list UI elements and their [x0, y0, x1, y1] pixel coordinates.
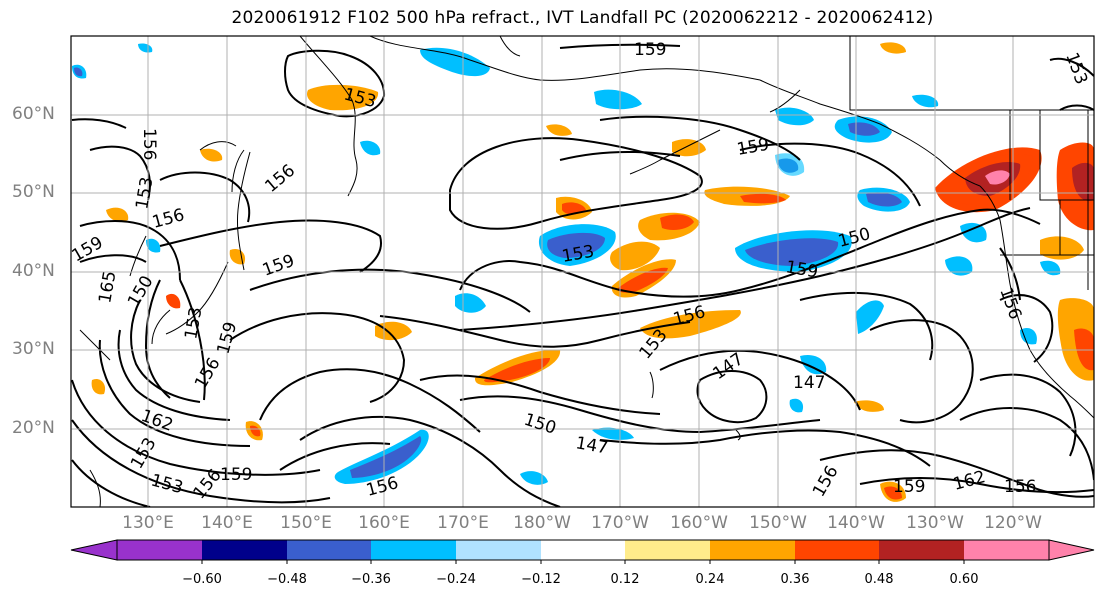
lon-label: 130°E [122, 513, 174, 533]
lat-label: 50°N [12, 182, 55, 202]
contour-label: 159 [634, 40, 666, 60]
lat-label: 30°N [12, 339, 55, 359]
colorbar-tick-label: −0.12 [521, 572, 561, 587]
colorbar-bin [117, 540, 202, 560]
contour-label: 159 [220, 465, 252, 485]
colorbar-bin [879, 540, 964, 560]
colorbar-tick-label: −0.24 [436, 572, 476, 587]
colorbar-bin [625, 540, 710, 560]
graticule [71, 36, 1094, 507]
colorbar-tick-label: 0.48 [864, 572, 894, 587]
map-frame [70, 35, 1095, 508]
colorbar-bin [541, 540, 626, 560]
lon-label: 170°E [437, 513, 489, 533]
contour-label: 147 [793, 373, 825, 393]
colorbar [70, 539, 1095, 564]
lon-label: 130°W [906, 513, 964, 533]
lon-label: 160°E [358, 513, 410, 533]
colorbar-bin [964, 540, 1049, 560]
colorbar-bin [202, 540, 287, 560]
map-title: 2020061912 F102 500 hPa refract., IVT La… [231, 8, 934, 28]
lon-label: 150°W [749, 513, 807, 533]
colorbar-tick-label: 0.24 [695, 572, 725, 587]
colorbar-bin [710, 540, 795, 560]
contour-labels: 159 153 156 156 153 156 159 150 165 153 … [71, 40, 1091, 503]
colorbar-tick-label: 0.12 [610, 572, 640, 587]
lon-label: 170°W [591, 513, 649, 533]
lat-label: 20°N [12, 418, 55, 438]
colorbar-tick-label: −0.36 [351, 572, 391, 587]
colorbar-extend-high [1048, 539, 1095, 561]
lat-label: 40°N [12, 261, 55, 281]
lon-label: 120°W [984, 513, 1042, 533]
colorbar-tick-label: 0.36 [780, 572, 810, 587]
colorbar-bin [795, 540, 880, 560]
contour-label: 159 [893, 477, 925, 497]
lon-label: 140°E [201, 513, 253, 533]
lon-label: 160°W [670, 513, 728, 533]
contour-label: 156 [139, 128, 159, 160]
lon-label: 140°W [827, 513, 885, 533]
colorbar-bin [371, 540, 456, 560]
colorbar-tick-label: −0.60 [182, 572, 222, 587]
colorbar-tick-label: −0.48 [267, 572, 307, 587]
lon-label: 180°W [513, 513, 571, 533]
colorbar-bin [456, 540, 541, 560]
contour-label: 156 [1004, 477, 1036, 497]
colorbar-extend-low [70, 539, 118, 561]
contour-lines [71, 43, 1094, 507]
lon-label: 150°E [280, 513, 332, 533]
lat-label: 60°N [12, 104, 55, 124]
colorbar-bin [287, 540, 372, 560]
colorbar-tick-label: 0.60 [949, 572, 979, 587]
positive-anomaly-shading [91, 42, 1094, 502]
